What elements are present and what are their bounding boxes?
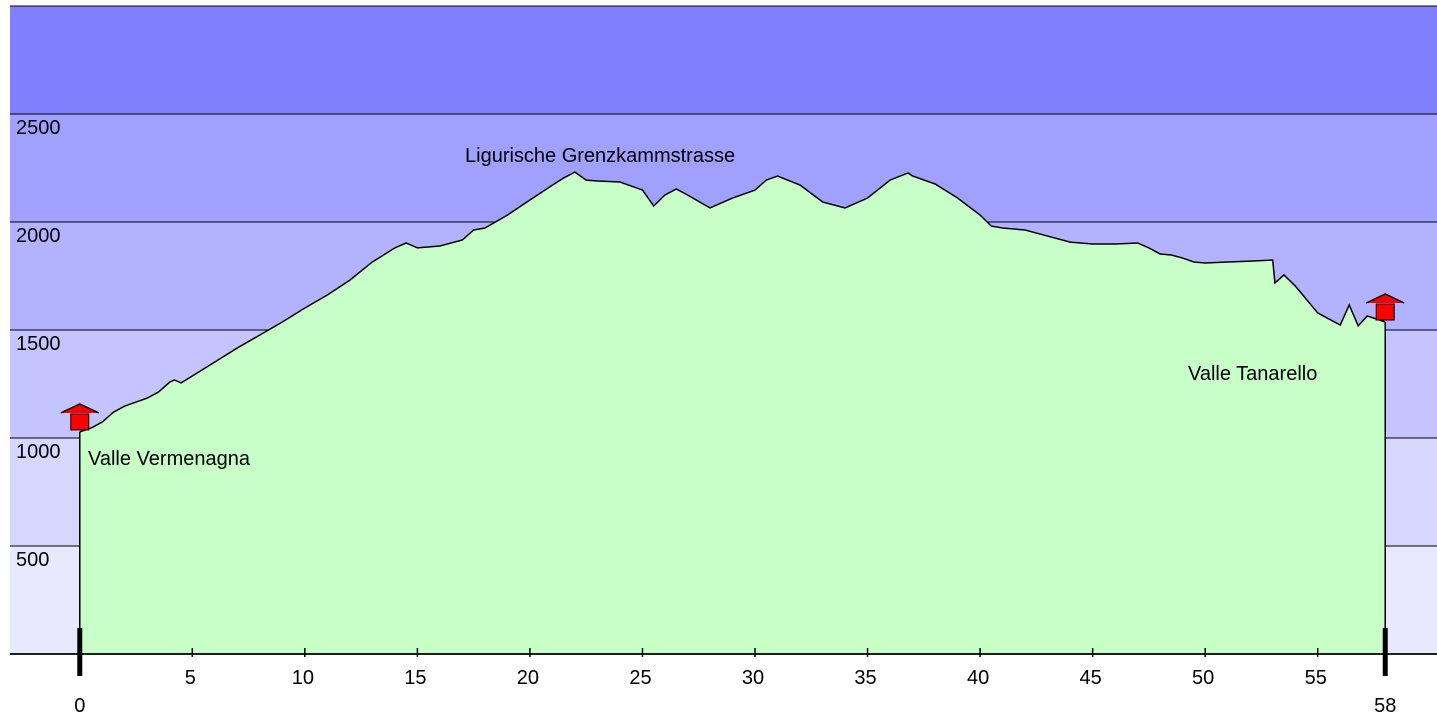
x-tick-label: 20	[517, 667, 539, 689]
x-tick-label: 40	[967, 667, 989, 689]
y-tick-label: 2000	[16, 225, 61, 247]
endpoint-roof	[1365, 293, 1405, 304]
plot	[79, 171, 1386, 654]
endpoint-label: 58	[1374, 695, 1396, 715]
below-axis	[0, 655, 1437, 715]
profile-area	[79, 172, 1386, 654]
y-tick-label: 2500	[16, 117, 61, 139]
annotation: Ligurische Grenzkammstrasse	[465, 145, 735, 167]
band	[10, 6, 1437, 114]
y-tick-label: 1500	[16, 333, 61, 355]
annotation: Valle Tanarello	[1188, 363, 1317, 385]
endpoint-house	[70, 413, 90, 431]
profile-line	[79, 171, 1386, 433]
x-tick-label: 25	[629, 667, 651, 689]
x-tick-label: 35	[854, 667, 876, 689]
y-tick-label: 1000	[16, 441, 61, 463]
x-tick-label: 30	[742, 667, 764, 689]
y-tick-label: 500	[16, 549, 49, 571]
x-tick-label: 45	[1080, 667, 1102, 689]
x-tick-label: 50	[1192, 667, 1214, 689]
endpoint-roof	[60, 403, 100, 414]
annotation: Valle Vermenagna	[88, 448, 251, 470]
endpoint-house	[1375, 303, 1395, 321]
x-tick-label: 5	[185, 667, 196, 689]
x-tick-label: 15	[404, 667, 426, 689]
x-tick-label: 10	[292, 667, 314, 689]
x-tick-label: 55	[1305, 667, 1327, 689]
endpoint-label: 0	[74, 695, 85, 715]
